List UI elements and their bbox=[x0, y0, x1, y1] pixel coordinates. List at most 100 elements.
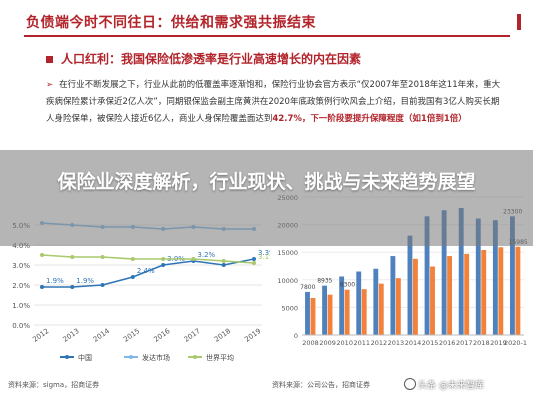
line-x-tick: 2014 bbox=[92, 327, 112, 344]
bar bbox=[344, 289, 350, 335]
line-point bbox=[221, 259, 226, 263]
line-y-tick: 3.0% bbox=[12, 262, 30, 270]
para-text: 在行业不断发展之下，行业从此前的低覆盖率逐渐饱和，保险行业协会官方表示“仅200… bbox=[46, 80, 501, 124]
bar-x-tick: 2010 bbox=[336, 339, 353, 347]
line-data-label: 3.1% bbox=[258, 253, 270, 261]
bar-x-tick: 2013 bbox=[388, 339, 405, 347]
line-point bbox=[100, 283, 105, 287]
title-banner bbox=[0, 150, 533, 246]
line-chart-source: 资料来源：sigma，招商证券 bbox=[8, 381, 100, 389]
body-paragraph: ➢ 在行业不断发展之下，行业从此前的低覆盖率逐渐饱和，保险行业协会官方表示“仅20… bbox=[46, 77, 506, 128]
line-x-tick: 2012 bbox=[31, 327, 50, 344]
legend-marker bbox=[193, 355, 197, 359]
bar-data-label: 7800 bbox=[300, 284, 315, 291]
bar bbox=[378, 283, 384, 335]
bar-y-tick: 10000 bbox=[277, 277, 298, 285]
line-data-label: 3.2% bbox=[197, 251, 215, 259]
line-series-2 bbox=[41, 254, 255, 264]
bar bbox=[447, 256, 453, 335]
bar bbox=[407, 235, 413, 335]
line-point bbox=[191, 257, 196, 261]
bar bbox=[327, 294, 333, 335]
bar-data-label: 8935 bbox=[317, 278, 332, 285]
legend-label: 中国 bbox=[78, 353, 92, 362]
bar bbox=[395, 278, 401, 335]
bar bbox=[305, 291, 310, 335]
watermark-logo-icon bbox=[404, 378, 416, 390]
arrow-bullet-icon: ➢ bbox=[46, 80, 54, 90]
line-point bbox=[221, 263, 226, 267]
bullet-square-icon bbox=[46, 56, 53, 63]
bar bbox=[413, 258, 418, 335]
bar bbox=[498, 247, 504, 335]
bar-x-tick: 2020-1 bbox=[504, 339, 527, 347]
bar-y-tick: 15000 bbox=[277, 249, 298, 257]
bar bbox=[424, 216, 430, 335]
bar-x-tick: 2008 bbox=[302, 339, 319, 347]
bar-x-tick: 2012 bbox=[371, 339, 388, 347]
bar bbox=[458, 208, 464, 335]
line-point bbox=[252, 261, 256, 265]
line-point bbox=[70, 255, 75, 259]
bar bbox=[339, 276, 345, 335]
line-point bbox=[130, 257, 135, 261]
bar bbox=[356, 271, 362, 335]
slide-title: 负债端今时不同往日：供给和需求强共振结束 bbox=[26, 15, 316, 31]
legend-label: 世界平均 bbox=[206, 353, 234, 362]
line-x-tick: 2017 bbox=[183, 327, 202, 344]
bar-x-tick: 2016 bbox=[439, 339, 456, 347]
bar-data-label: 8300 bbox=[340, 282, 355, 289]
line-x-tick: 2018 bbox=[213, 327, 232, 344]
bar bbox=[390, 256, 396, 335]
line-point bbox=[252, 257, 256, 261]
bar-x-tick: 2017 bbox=[456, 339, 473, 347]
para-tail: ，下一阶段要提升保障程度（如1倍到1倍） bbox=[301, 114, 467, 124]
line-point bbox=[161, 257, 166, 261]
bar-x-tick: 2014 bbox=[405, 339, 422, 347]
line-x-tick: 2015 bbox=[122, 327, 141, 344]
bar bbox=[515, 246, 521, 335]
bar-chart-source: 资料来源：公司公告，招商证券 bbox=[272, 381, 370, 389]
line-point bbox=[130, 275, 135, 279]
watermark: 头条 @未来智库 bbox=[418, 381, 484, 391]
bar-x-tick: 2009 bbox=[319, 339, 336, 347]
bar bbox=[310, 298, 316, 335]
bar-x-tick: 2011 bbox=[353, 339, 370, 347]
bar bbox=[509, 216, 515, 335]
bar-x-tick: 2019 bbox=[490, 339, 507, 347]
line-data-label: 2.4% bbox=[137, 267, 155, 275]
line-x-tick: 2016 bbox=[152, 327, 172, 344]
bar bbox=[373, 268, 379, 335]
line-point bbox=[161, 263, 166, 267]
legend-marker bbox=[129, 355, 133, 359]
subhead-text: 人口红利：我国保险低渗透率是行业高速增长的内在因素 bbox=[61, 52, 362, 66]
bar bbox=[361, 289, 367, 335]
bar bbox=[322, 285, 328, 335]
line-x-tick: 2013 bbox=[62, 327, 81, 344]
bar bbox=[430, 266, 435, 335]
line-y-tick: 4.0% bbox=[12, 242, 30, 250]
line-y-tick: 0.0% bbox=[12, 322, 30, 330]
page-marker bbox=[517, 14, 521, 30]
bar-x-tick: 2018 bbox=[473, 339, 490, 347]
bar-x-tick: 2015 bbox=[422, 339, 439, 347]
line-y-tick: 2.0% bbox=[12, 282, 30, 290]
line-x-tick: 2019 bbox=[243, 327, 262, 344]
bar-y-tick: 5000 bbox=[281, 304, 298, 312]
legend-label: 发达市场 bbox=[142, 353, 170, 362]
line-y-tick: 1.0% bbox=[12, 302, 30, 310]
line-point bbox=[70, 285, 75, 289]
bar-y-tick: 0 bbox=[294, 332, 298, 340]
banner-title: 保险业深度解析，行业现状、挑战与未来趋势展望 bbox=[57, 171, 476, 193]
line-data-label: 1.9% bbox=[76, 277, 94, 285]
title-rule bbox=[24, 35, 510, 37]
legend-marker bbox=[65, 355, 69, 359]
line-data-label: 1.9% bbox=[46, 277, 64, 285]
line-point bbox=[40, 285, 44, 289]
bar bbox=[492, 220, 498, 335]
line-point bbox=[100, 255, 105, 259]
line-data-label: 3.3% bbox=[258, 249, 270, 257]
bar bbox=[464, 253, 470, 335]
para-highlight: 42.7% bbox=[272, 114, 302, 124]
bar bbox=[441, 210, 447, 335]
